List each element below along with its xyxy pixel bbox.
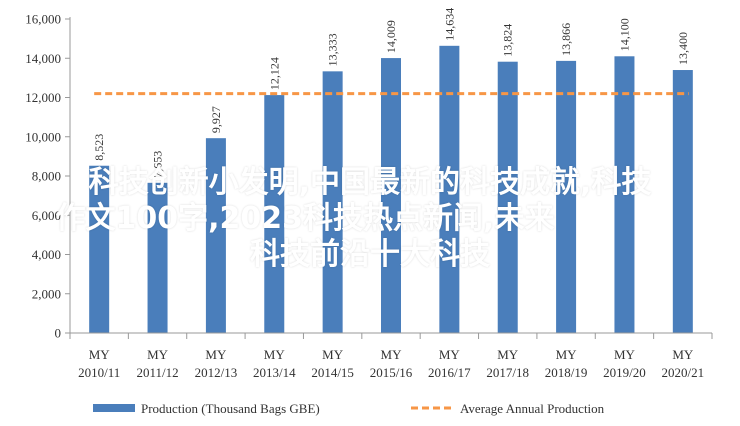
data-label: 13,333 [326, 33, 340, 66]
data-label: 7,653 [151, 151, 165, 178]
bar [556, 60, 577, 333]
x-tick-label-line: MY [147, 347, 169, 362]
bar [147, 182, 168, 333]
x-tick-label: MY 2014/15 [311, 347, 354, 380]
data-label: 12,124 [267, 57, 281, 90]
y-tick-label: 6,000 [32, 208, 61, 223]
x-tick-label-line: MY [381, 347, 403, 362]
data-label: 9,927 [209, 106, 223, 133]
x-tick-label-line: 2016/17 [428, 365, 471, 380]
bar [264, 95, 285, 333]
bars [89, 45, 693, 334]
x-tick-label: MY 2010/11 [78, 347, 120, 380]
x-tick-label: MY 2020/21 [662, 347, 705, 380]
bar [497, 61, 518, 333]
x-tick-label: MY 2018/19 [545, 347, 588, 380]
bar [322, 71, 343, 333]
x-tick-label-line: 2010/11 [78, 365, 120, 380]
y-tick-label: 4,000 [32, 247, 61, 262]
y-tick-label: 2,000 [32, 286, 61, 301]
x-tick-label: MY 2016/17 [428, 347, 471, 380]
bar [672, 70, 693, 334]
data-label: 8,523 [92, 134, 106, 161]
bar [89, 165, 110, 333]
x-axis: MY 2010/11 MY 2011/12 MY 2012/13 MY 2013/14 MY 20… [69, 332, 713, 380]
x-tick-label-line: 2019/20 [603, 365, 646, 380]
x-tick-label: MY 2012/13 [195, 347, 238, 380]
x-tick-label-line: 2014/15 [311, 365, 354, 380]
data-label: 14,100 [617, 18, 631, 51]
x-tick-label-line: MY [672, 347, 694, 362]
y-tick-label: 12,000 [25, 90, 61, 105]
y-axis: 0 2,000 4,000 6,000 8,000 10,000 12,000 14,000 1… [25, 12, 71, 341]
x-tick-label-line: MY [89, 347, 111, 362]
overlay-text-line-1: 科技创新小发明,中国最新的科技成就,科技 [88, 165, 652, 200]
x-tick-label: MY 2017/18 [486, 347, 529, 380]
y-tick-label: 16,000 [25, 12, 61, 27]
x-tick-label-line: MY [205, 347, 227, 362]
x-tick-label: MY 2013/14 [253, 347, 296, 380]
x-tick-label-line: 2012/13 [195, 365, 238, 380]
data-label: 13,400 [676, 32, 690, 65]
overlay-text-line-2: 作文100字,2023科技热点新闻,未来 [55, 201, 555, 236]
data-labels: 8,523 7,653 9,927 12,124 13,333 14,009 14,634 1… [92, 8, 690, 178]
x-tick-label: MY 2019/20 [603, 347, 646, 380]
x-tick-label: MY 2011/12 [136, 347, 178, 380]
x-tick-label-line: MY [439, 347, 461, 362]
legend: Production (Thousand Bags GBE) Average An… [93, 401, 605, 416]
bar [439, 45, 460, 334]
x-tick-label-line: 2015/16 [370, 365, 413, 380]
data-label: 13,824 [501, 24, 515, 57]
data-label: 14,634 [442, 8, 456, 41]
x-tick-label-line: 2017/18 [486, 365, 529, 380]
x-tick-label-line: 2018/19 [545, 365, 588, 380]
x-tick-label-line: 2020/21 [662, 365, 705, 380]
y-tick-label: 0 [55, 326, 62, 341]
overlay-text-line-3: 科技前沿十大科技 [250, 237, 490, 272]
x-tick-label-line: 2013/14 [253, 365, 296, 380]
bar [205, 138, 226, 333]
data-label: 13,866 [559, 23, 573, 56]
x-tick-label-line: 2011/12 [136, 365, 178, 380]
bar [381, 58, 401, 334]
y-tick-label: 10,000 [25, 129, 61, 144]
x-tick-label: MY 2015/16 [370, 347, 413, 380]
data-label: 14,009 [384, 20, 398, 53]
bar [614, 56, 635, 333]
y-tick-label: 14,000 [25, 51, 61, 66]
x-tick-label-line: MY [497, 347, 519, 362]
x-tick-label-line: MY [556, 347, 578, 362]
legend-swatch-production [93, 404, 135, 412]
legend-label-production: Production (Thousand Bags GBE) [141, 401, 320, 416]
x-tick-label-line: MY [614, 347, 636, 362]
x-tick-label-line: MY [322, 347, 344, 362]
x-tick-label-line: MY [264, 347, 286, 362]
legend-label-average: Average Annual Production [460, 401, 605, 416]
y-tick-label: 8,000 [32, 169, 61, 184]
